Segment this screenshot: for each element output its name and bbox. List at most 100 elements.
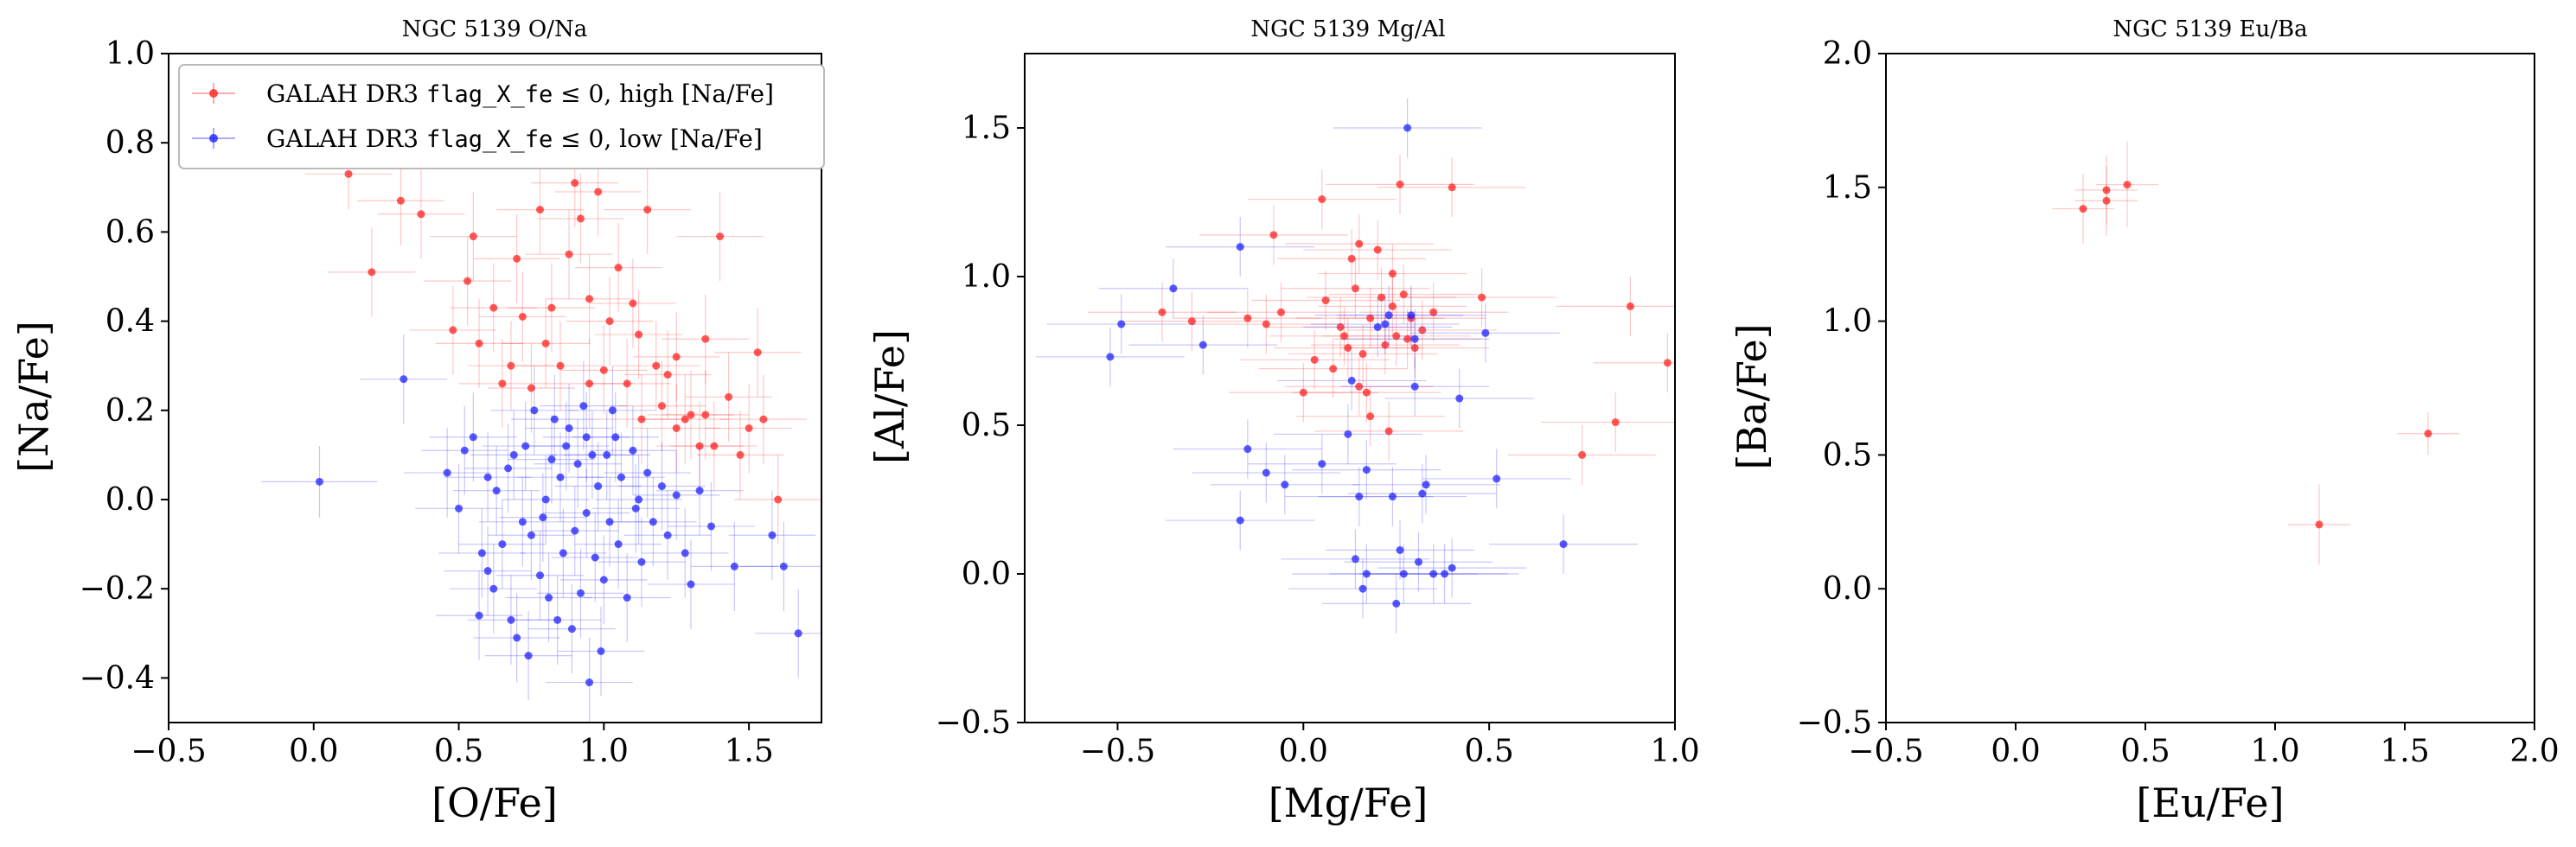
y-tick-label: −0.4 bbox=[80, 660, 155, 696]
data-point bbox=[469, 232, 477, 241]
data-point bbox=[614, 264, 623, 272]
data-point bbox=[1366, 412, 1375, 421]
data-point bbox=[556, 361, 565, 370]
data-point bbox=[460, 446, 469, 455]
data-point bbox=[1481, 328, 1490, 337]
data-point bbox=[1340, 332, 1349, 341]
y-tick-label: 0.0 bbox=[1823, 571, 1872, 607]
data-point bbox=[1578, 450, 1587, 459]
data-point bbox=[518, 312, 527, 321]
legend-label-high-post: ≤ 0, high [Na/Fe] bbox=[553, 80, 774, 108]
data-point bbox=[1493, 474, 1501, 483]
data-point bbox=[1388, 302, 1397, 310]
chart-title: NGC 5139 Eu/Ba bbox=[2113, 16, 2307, 42]
data-point bbox=[687, 580, 695, 589]
data-point bbox=[1366, 314, 1375, 322]
data-point bbox=[649, 518, 657, 526]
data-point bbox=[504, 464, 513, 473]
plot-frame bbox=[1024, 53, 1676, 723]
legend-label-low-pre: GALAH DR3 bbox=[266, 124, 426, 153]
data-point bbox=[774, 495, 783, 504]
data-point bbox=[768, 531, 777, 539]
data-point bbox=[536, 571, 545, 580]
data-point bbox=[1262, 320, 1270, 328]
data-point bbox=[2079, 205, 2087, 213]
legend-entry-low: GALAH DR3 flag_X_fe ≤ 0, low [Na/Fe] bbox=[192, 124, 763, 153]
data-point bbox=[524, 652, 533, 660]
data-point bbox=[1358, 349, 1367, 358]
plot-area: −0.5 0.0 0.5 1.0 −0.5 0.0 0.5 1.0 1.5 bbox=[936, 53, 1700, 769]
data-point bbox=[663, 371, 672, 379]
data-point bbox=[623, 594, 631, 602]
x-tick-label: 0.0 bbox=[289, 734, 338, 769]
data-point bbox=[643, 468, 652, 477]
y-axis-label: [Al/Fe] bbox=[866, 329, 913, 464]
data-point bbox=[469, 433, 477, 442]
data-point bbox=[706, 522, 715, 531]
data-point bbox=[571, 526, 579, 535]
data-point bbox=[1388, 270, 1397, 278]
data-point bbox=[1117, 320, 1126, 328]
data-point bbox=[1236, 243, 1244, 252]
panel-mg-al: NGC 5139 Mg/Al [Mg/Fe] [Al/Fe] −0.5 0.0 0.… bbox=[866, 16, 1700, 826]
data-point bbox=[695, 487, 704, 495]
data-point bbox=[599, 576, 608, 584]
data-point bbox=[1384, 311, 1393, 320]
y-tick-label: 1.0 bbox=[962, 259, 1011, 295]
data-point bbox=[567, 625, 576, 634]
data-point bbox=[594, 188, 603, 196]
y-axis-label: [Na/Fe] bbox=[10, 321, 57, 473]
y-tick-label: 1.5 bbox=[962, 111, 1011, 146]
data-point bbox=[541, 495, 550, 504]
data-point bbox=[1358, 584, 1367, 593]
legend-entry-high: GALAH DR3 flag_X_fe ≤ 0, high [Na/Fe] bbox=[192, 80, 774, 108]
y-tick-label: 1.0 bbox=[1823, 304, 1872, 340]
legend-label-high-flag: flag_X_fe bbox=[426, 81, 553, 108]
data-points bbox=[2052, 142, 2459, 565]
data-point bbox=[1410, 334, 1419, 343]
data-point bbox=[2102, 196, 2111, 205]
data-point bbox=[730, 562, 738, 570]
data-point bbox=[556, 473, 565, 481]
y-tick-label: 0.5 bbox=[1823, 437, 1872, 473]
data-point bbox=[562, 442, 571, 450]
data-point bbox=[1347, 254, 1356, 263]
data-point bbox=[1455, 394, 1464, 403]
data-point bbox=[489, 584, 498, 593]
data-point bbox=[611, 433, 620, 442]
y-tick-label: 0.4 bbox=[105, 304, 155, 340]
data-point bbox=[629, 299, 637, 308]
plot-area: −0.5 0.0 0.5 1.0 1.5 2.0 −0.5 0.0 0.5 1.0 1.5 2.0 bbox=[1797, 36, 2560, 769]
data-point bbox=[1663, 359, 1672, 367]
data-point bbox=[614, 540, 623, 549]
y-tick-label: 0.0 bbox=[105, 482, 155, 518]
data-point bbox=[594, 482, 603, 491]
svg-text:GALAH DR3 flag_X_fe ≤ 0, low [: GALAH DR3 flag_X_fe ≤ 0, low [Na/Fe] bbox=[266, 124, 763, 153]
data-point bbox=[779, 562, 788, 570]
data-point bbox=[599, 366, 608, 374]
data-point bbox=[518, 518, 527, 526]
data-point bbox=[513, 254, 521, 263]
data-point bbox=[753, 348, 762, 357]
data-point bbox=[759, 415, 768, 424]
data-point bbox=[1277, 308, 1286, 316]
data-point bbox=[1392, 332, 1401, 341]
data-point bbox=[492, 487, 501, 495]
data-point bbox=[1448, 564, 1456, 572]
data-point bbox=[455, 504, 463, 513]
data-point bbox=[1281, 481, 1289, 489]
data-point bbox=[463, 277, 472, 285]
y-tick-label: −0.5 bbox=[936, 705, 1011, 741]
x-tick-label: 0.5 bbox=[434, 734, 483, 769]
data-point bbox=[1299, 388, 1307, 397]
data-point bbox=[1243, 314, 1252, 322]
data-point bbox=[695, 442, 704, 450]
data-point bbox=[681, 549, 689, 557]
data-point bbox=[591, 553, 599, 562]
data-point bbox=[527, 384, 535, 392]
data-point bbox=[541, 339, 550, 347]
data-point bbox=[617, 473, 625, 481]
panel-o-na: NGC 5139 O/Na [O/Fe] [Na/Fe] −0.5 0.0 0.5 1… bbox=[10, 16, 825, 826]
data-point bbox=[521, 442, 530, 450]
data-point bbox=[623, 379, 631, 388]
